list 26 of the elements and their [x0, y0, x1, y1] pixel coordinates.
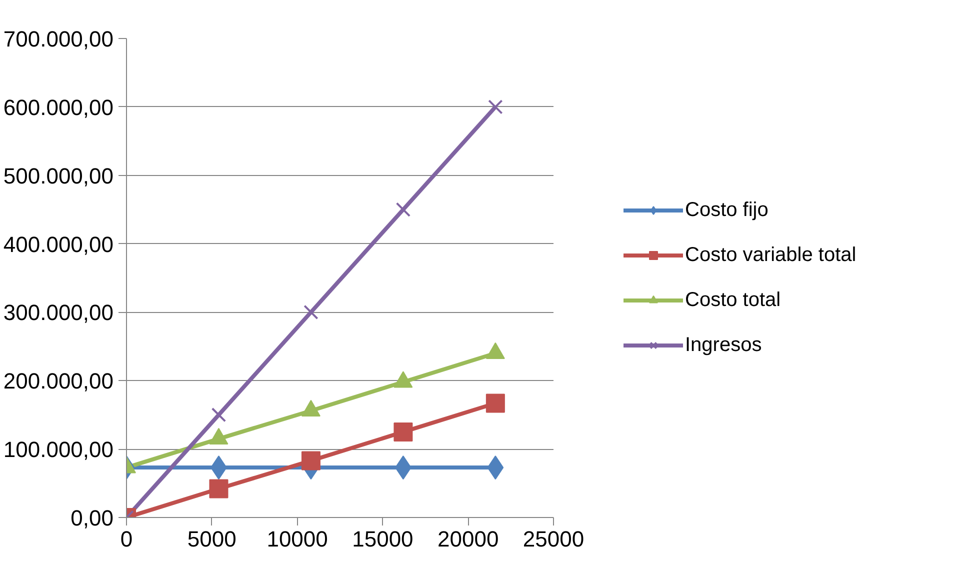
x-tick-label: 20000 [438, 526, 499, 552]
point [304, 304, 318, 320]
x-tick-label: 25000 [522, 526, 584, 552]
point [396, 202, 411, 217]
point [211, 407, 226, 422]
x-tick-label: 15000 [352, 526, 414, 552]
y-tick-label: 500.000,00 [3, 163, 114, 188]
point [486, 394, 505, 413]
x-tick-label: 0 [120, 526, 133, 552]
legend-label: Costo fijo [685, 198, 768, 222]
x-tick-label: 5000 [187, 526, 236, 552]
point [209, 479, 228, 498]
point [301, 451, 320, 470]
legend-label: Costo total [685, 288, 781, 312]
y-tick-label: 400.000,00 [3, 232, 114, 257]
y-tick-label: 200.000,00 [3, 368, 114, 394]
legend-label: Ingresos [685, 334, 762, 356]
y-tick-label: 0,00 [70, 506, 114, 530]
y-tick-label: 600.000,00 [3, 94, 114, 120]
y-tick-label: 300.000,00 [3, 300, 114, 326]
y-tick-label: 700.000,00 [3, 26, 114, 52]
x-tick-label: 10000 [266, 526, 328, 552]
legend-label: Costo variable total [685, 244, 856, 266]
y-tick-label: 100.000,00 [3, 437, 114, 462]
point [488, 100, 503, 114]
point [394, 422, 413, 442]
